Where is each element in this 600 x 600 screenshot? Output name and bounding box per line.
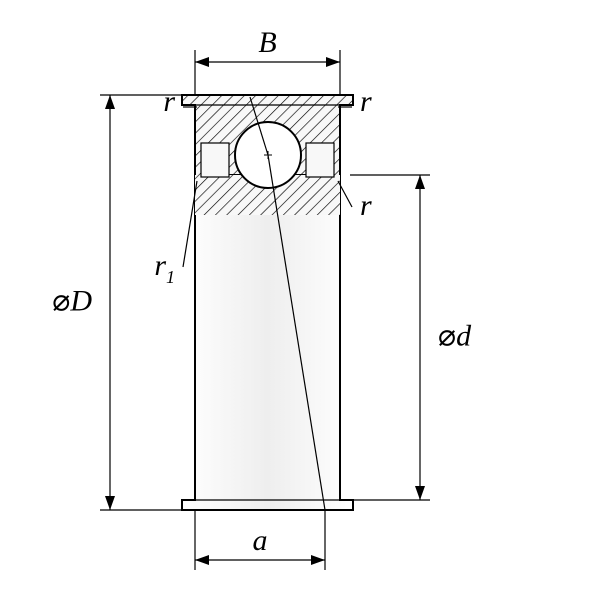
- label-r-top-right: r: [360, 85, 372, 118]
- label-phiD: ⌀D: [52, 285, 92, 318]
- dimension-B: B: [195, 26, 340, 95]
- dimension-a: a: [195, 510, 325, 570]
- label-r-top-left: r: [163, 85, 175, 118]
- dimension-D: ⌀D: [52, 95, 182, 510]
- cage-right: [306, 143, 334, 177]
- label-phid: ⌀d: [438, 320, 472, 353]
- bearing-cross-section: [182, 95, 353, 510]
- label-a: a: [253, 524, 268, 557]
- inner-ring: [182, 175, 353, 510]
- cage-left: [201, 143, 229, 177]
- label-r-mid-right: r: [360, 189, 372, 222]
- dimension-d: ⌀d: [350, 175, 472, 500]
- label-B: B: [258, 26, 276, 59]
- label-r1: r1: [154, 249, 175, 287]
